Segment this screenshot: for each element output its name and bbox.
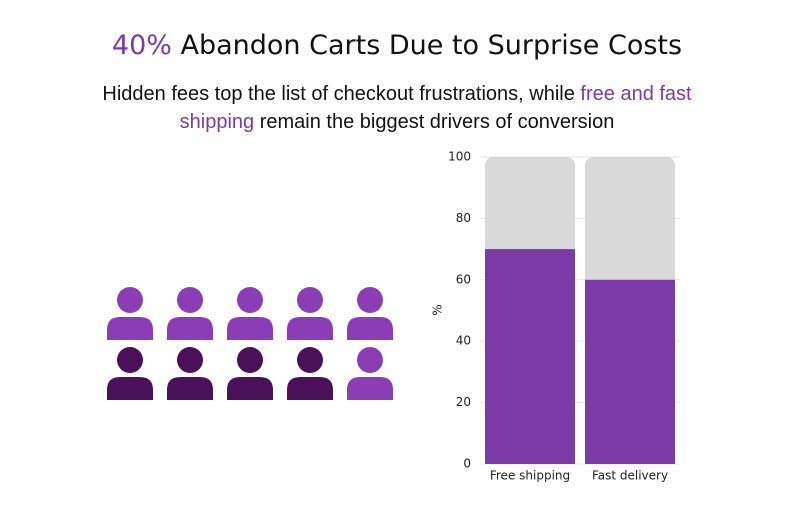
y-tick-label: 100 [448,150,471,164]
person-body [167,317,213,340]
person-body [107,317,153,340]
title-text: Abandon Carts Due to Surprise Costs [171,30,683,61]
subtitle-text: remain the biggest drivers of conversion [254,111,615,133]
person-body [287,377,333,400]
title: 40% Abandon Carts Due to Surprise Costs [0,30,794,61]
title-highlight: 40% [111,30,172,61]
person-head [177,347,203,373]
person-body [107,377,153,400]
y-tick-label: 20 [456,395,471,409]
x-tick-label: Fast delivery [592,469,668,483]
person-head [357,287,383,313]
y-tick-label: 80 [456,211,471,225]
person-head [117,287,143,313]
y-tick-label: 60 [456,272,471,286]
person-head [117,347,143,373]
person-body [227,377,273,400]
x-tick-label: Free shipping [490,469,570,483]
person-head [237,287,263,313]
person-head [297,287,323,313]
subtitle: Hidden fees top the list of checkout fru… [77,80,717,136]
person-head [297,347,323,373]
y-axis-label: % [431,304,445,315]
person-body [347,317,393,340]
subtitle-highlight: free and fast shipping [179,83,692,133]
person-body [227,317,273,340]
person-head [177,287,203,313]
person-body [347,377,393,400]
person-head [237,347,263,373]
bar [485,249,575,464]
subtitle-text: Hidden fees top the list of checkout fru… [102,83,581,105]
person-body [167,377,213,400]
bar [585,279,675,464]
y-tick-label: 0 [463,457,471,471]
person-body [287,317,333,340]
person-head [357,347,383,373]
y-tick-label: 40 [456,334,471,348]
